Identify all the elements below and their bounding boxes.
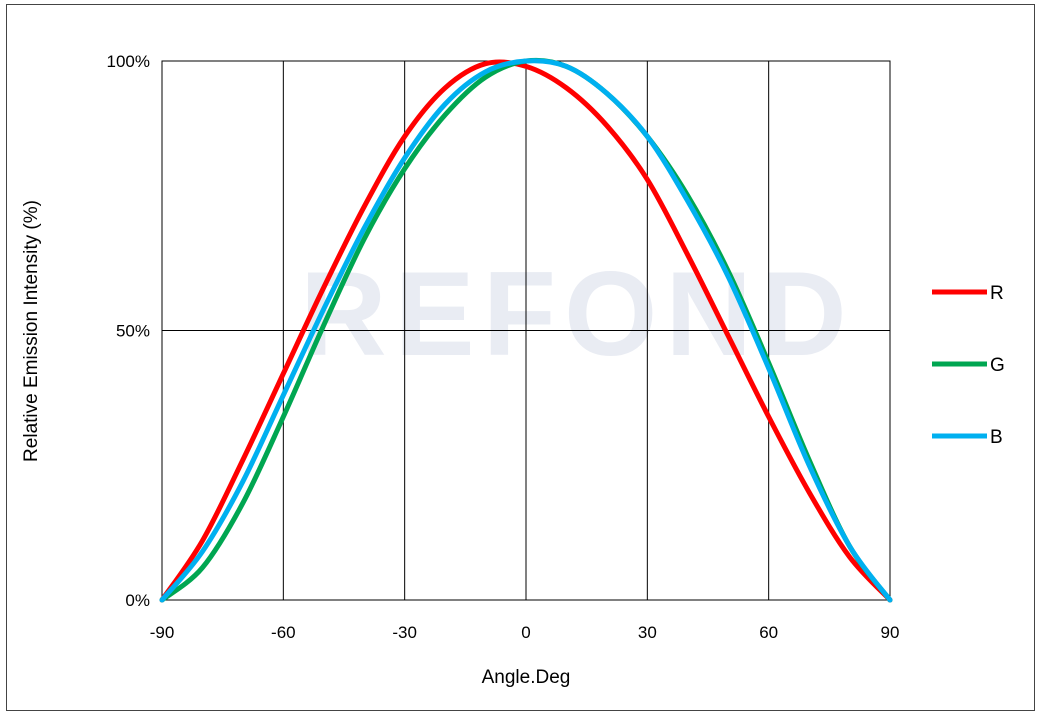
legend-label-g: G: [990, 355, 1005, 376]
x-tick-labels: -90 -60 -30 0 30 60 90: [150, 623, 900, 642]
x-tick-label: 90: [881, 623, 900, 642]
series-lines: [159, 57, 893, 603]
x-tick-label: -90: [150, 623, 175, 642]
chart-frame: [6, 4, 1035, 711]
y-tick-labels: 0% 50% 100%: [107, 52, 150, 610]
y-axis-title: Relative Emission Intensity (%): [21, 200, 42, 462]
series-line-b: [159, 58, 893, 603]
x-tick-label: -30: [392, 623, 417, 642]
grid-lines: [161, 60, 891, 601]
x-tick-label: 30: [638, 623, 657, 642]
y-tick-label: 100%: [107, 52, 150, 71]
legend-label-b: B: [990, 427, 1003, 448]
y-tick-label: 0%: [125, 591, 150, 610]
y-tick-label: 50%: [116, 322, 150, 341]
x-tick-label: 60: [759, 623, 778, 642]
series-line-r: [159, 59, 893, 603]
legend-label-r: R: [990, 283, 1004, 304]
legend: R G B: [932, 283, 1005, 448]
x-axis-title: Angle.Deg: [482, 667, 571, 688]
x-tick-label: -60: [271, 623, 296, 642]
watermark-text: REFOND: [300, 247, 855, 381]
x-tick-label: 0: [521, 623, 530, 642]
